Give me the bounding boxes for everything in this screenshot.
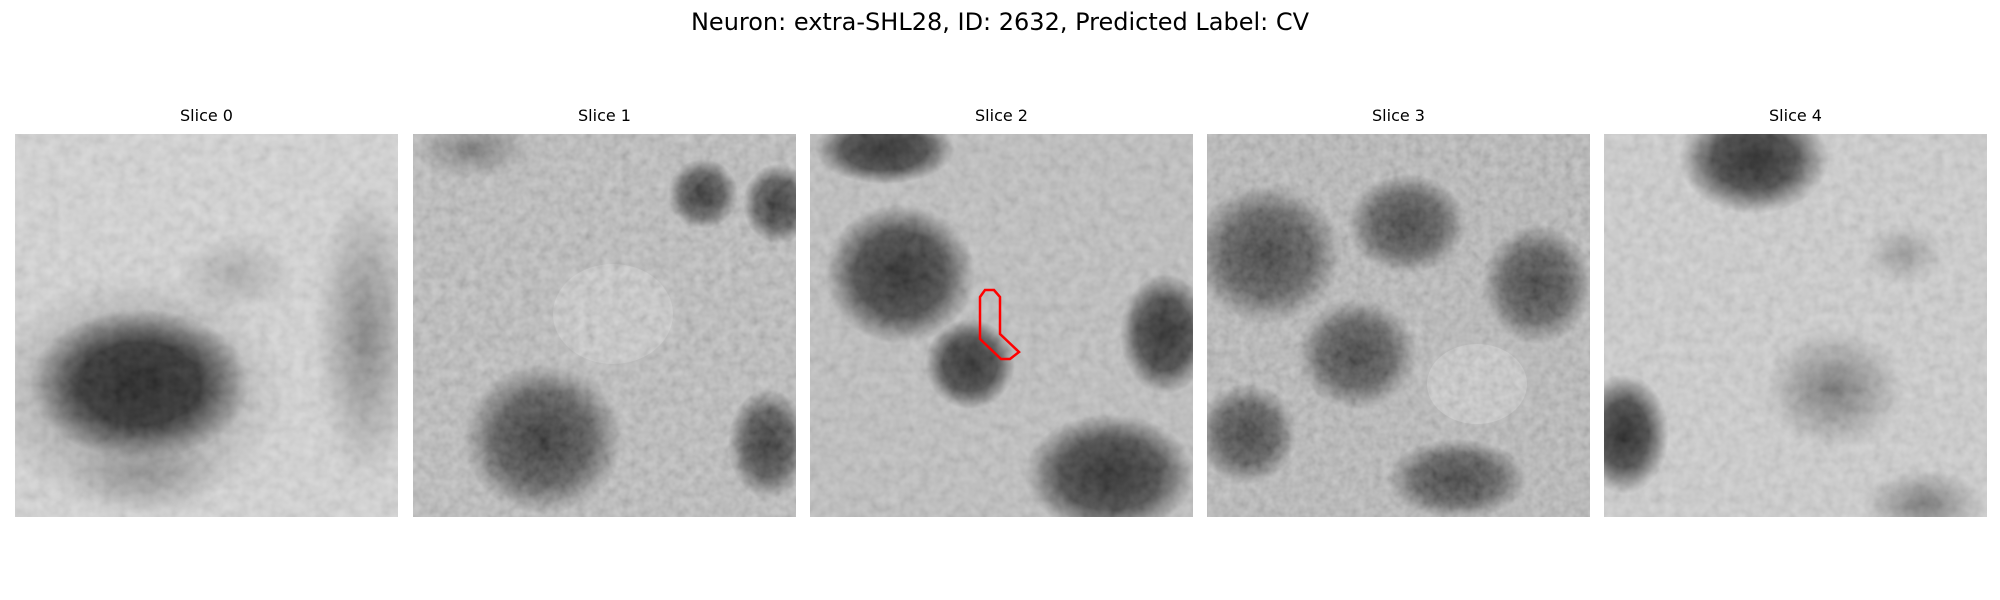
slice-image-0 (15, 134, 398, 517)
slice-image-4 (1604, 134, 1987, 517)
slice-image-1 (413, 134, 796, 517)
figure-title: Neuron: extra-SHL28, ID: 2632, Predicted… (0, 6, 2000, 38)
slice-title: Slice 3 (1207, 105, 1590, 127)
slice-title: Slice 2 (810, 105, 1193, 127)
slice-image-3 (1207, 134, 1590, 517)
slice-image-2 (810, 134, 1193, 517)
slice-title: Slice 4 (1604, 105, 1987, 127)
slice-title: Slice 0 (15, 105, 398, 127)
slice-title: Slice 1 (413, 105, 796, 127)
